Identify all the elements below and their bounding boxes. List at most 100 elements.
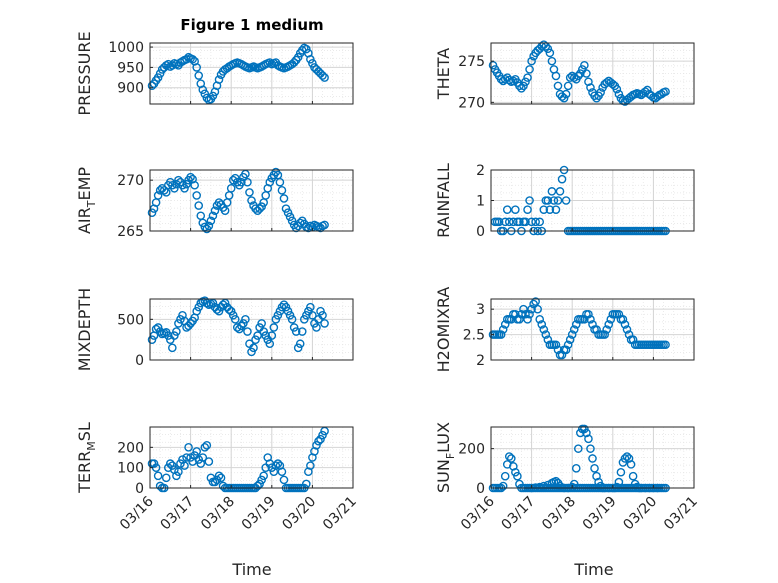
data-point [498, 325, 508, 334]
data-point [509, 462, 518, 471]
data-point [285, 310, 295, 320]
data-point [614, 477, 624, 487]
y-axis-label: AIRTEMP [75, 167, 98, 234]
x-tick-label: 03/16 [458, 493, 498, 533]
data-point [247, 196, 256, 205]
data-point [295, 218, 305, 228]
x-tick-label: 03/18 [198, 494, 238, 534]
data-point [239, 319, 248, 328]
data-point [576, 69, 585, 78]
y-axis-label: TERRMSL [75, 422, 98, 494]
data-point [563, 340, 573, 350]
data-point [590, 464, 599, 473]
data-point [155, 327, 165, 336]
data-point [153, 471, 163, 481]
x-tick-label: 03/19 [580, 494, 620, 534]
y-axis-label: RAINFALL [434, 163, 453, 238]
data-point [616, 467, 626, 477]
x-tick-label: 03/17 [158, 494, 198, 534]
y-tick-label: 0 [476, 224, 485, 240]
y-tick-label: 3 [476, 302, 485, 318]
data-point [620, 320, 630, 329]
data-point [257, 475, 266, 485]
data-point [245, 188, 254, 197]
y-axis-label: H2OMIXRA [434, 287, 453, 373]
data-point [535, 315, 545, 324]
data-point [306, 54, 315, 64]
data-point [318, 310, 327, 320]
axes-box [490, 426, 695, 489]
data-point [232, 323, 242, 332]
subplot-4: 0 500 MIXDEPTH [75, 288, 354, 371]
data-point [545, 48, 555, 58]
data-point [214, 198, 224, 207]
data-point [624, 454, 634, 463]
data-point [582, 428, 591, 438]
data-point [267, 331, 277, 340]
data-point [255, 204, 264, 213]
data-point [194, 302, 204, 312]
data-point [273, 310, 283, 320]
data-point [500, 471, 510, 481]
axes-box [149, 42, 354, 105]
data-point [147, 81, 157, 90]
data-point [543, 335, 553, 344]
data-point [533, 304, 542, 314]
data-point [509, 217, 518, 227]
data-point [535, 482, 545, 492]
data-point [153, 191, 163, 200]
data-point [561, 89, 571, 99]
data-point [192, 306, 201, 316]
data-point [614, 309, 624, 319]
data-point [308, 310, 317, 320]
data-point [661, 87, 670, 96]
data-point [588, 320, 597, 329]
y-axis-label: MIXDEPTH [75, 288, 94, 371]
data-point [214, 306, 224, 316]
data-point [299, 315, 309, 324]
data-point [204, 457, 214, 466]
data-point [289, 58, 299, 67]
data-point [275, 177, 285, 187]
x-tick-label: 03/20 [279, 494, 319, 534]
y-tick-label: 2 [476, 163, 485, 179]
data-point [198, 453, 208, 462]
data-point [184, 443, 193, 452]
subplot-3: 0 1 2 RAINFALL [434, 163, 695, 240]
data-point [527, 56, 536, 66]
data-point [628, 335, 638, 344]
data-point [320, 73, 329, 82]
data-point [216, 473, 226, 483]
data-point [261, 331, 271, 340]
data-point [230, 315, 240, 324]
data-point [488, 60, 498, 70]
data-point [308, 59, 317, 68]
data-point [494, 217, 504, 227]
data-point [273, 459, 283, 468]
data-point [571, 320, 581, 329]
data-point [316, 306, 325, 316]
data-point [567, 330, 577, 339]
data-point [537, 320, 547, 329]
data-point [521, 217, 530, 227]
data-point [159, 186, 169, 195]
data-point [277, 186, 287, 195]
data-point [257, 202, 266, 211]
y-tick-label: 270 [458, 95, 485, 111]
data-point [525, 65, 534, 74]
data-point [163, 59, 173, 69]
data-point [182, 179, 191, 189]
data-point [586, 444, 595, 453]
data-point [182, 453, 191, 462]
data-point [306, 302, 315, 312]
data-point [230, 173, 240, 183]
y-tick-label: 0 [135, 353, 144, 369]
y-tick-label: 2.5 [463, 328, 485, 344]
data-point [293, 343, 303, 353]
data-point [531, 297, 540, 306]
y-tick-label: 100 [117, 461, 144, 477]
data-point [573, 444, 583, 453]
subplot-5: 2 2.5 3 H2OMIXRA [434, 287, 695, 373]
data-point [547, 56, 557, 66]
